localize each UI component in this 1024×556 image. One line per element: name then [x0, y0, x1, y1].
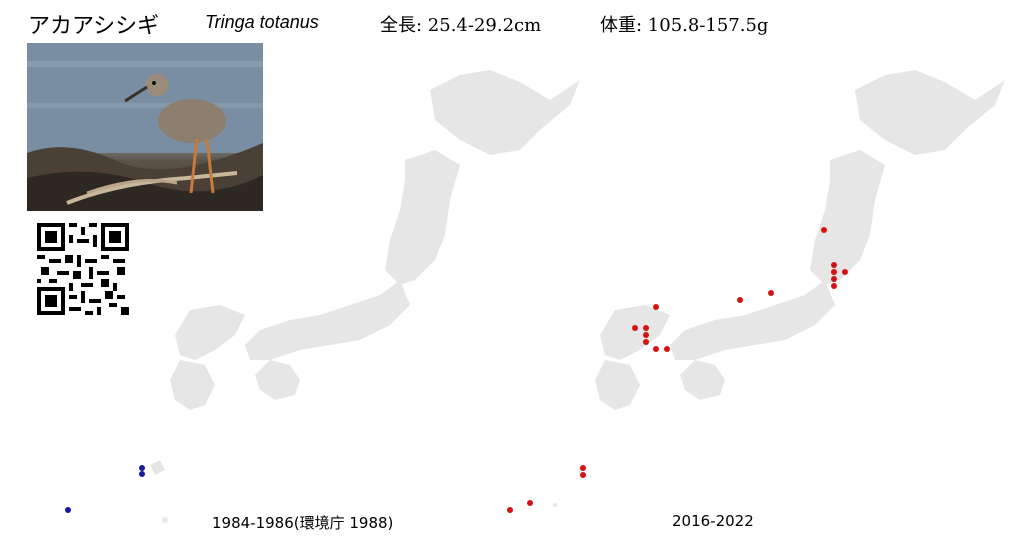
- distribution-map-1984-1986: [65, 60, 600, 530]
- record-point: [831, 269, 837, 275]
- species-header: アカアシシギ Tringa totanus 全長: 25.4-29.2cm 体重…: [0, 0, 1024, 40]
- record-point: [65, 507, 71, 513]
- record-point: [842, 269, 848, 275]
- body-weight: 体重: 105.8-157.5g: [600, 15, 769, 36]
- caption-1984-1986: 1984-1986(環境庁 1988): [212, 514, 394, 532]
- record-point: [653, 304, 659, 310]
- record-point: [831, 262, 837, 268]
- japan-landmass: [150, 70, 580, 523]
- record-point: [507, 507, 513, 513]
- bird-photo-illustration: [27, 43, 263, 211]
- records-2016-2022: [507, 227, 848, 513]
- record-point: [664, 346, 670, 352]
- qr-code-icon[interactable]: [37, 223, 129, 315]
- record-point: [643, 339, 649, 345]
- record-point: [821, 227, 827, 233]
- species-name-scientific: Tringa totanus: [205, 12, 319, 32]
- record-point: [580, 465, 586, 471]
- bird-photo: [27, 43, 263, 211]
- records-1984-1986: [65, 465, 145, 513]
- record-point: [737, 297, 743, 303]
- record-point: [580, 472, 586, 478]
- caption-2016-2022: 2016-2022: [672, 512, 754, 530]
- japan-landmass: [553, 70, 1005, 507]
- record-point: [643, 325, 649, 331]
- record-point: [632, 325, 638, 331]
- record-point: [653, 346, 659, 352]
- record-point: [831, 283, 837, 289]
- body-length: 全長: 25.4-29.2cm: [380, 15, 542, 36]
- record-point: [527, 500, 533, 506]
- record-point: [139, 465, 145, 471]
- record-point: [643, 332, 649, 338]
- record-point: [831, 276, 837, 282]
- species-name-japanese: アカアシシギ: [28, 14, 160, 39]
- record-point: [768, 290, 774, 296]
- record-point: [139, 471, 145, 477]
- distribution-map-2016-2022: [507, 60, 1024, 530]
